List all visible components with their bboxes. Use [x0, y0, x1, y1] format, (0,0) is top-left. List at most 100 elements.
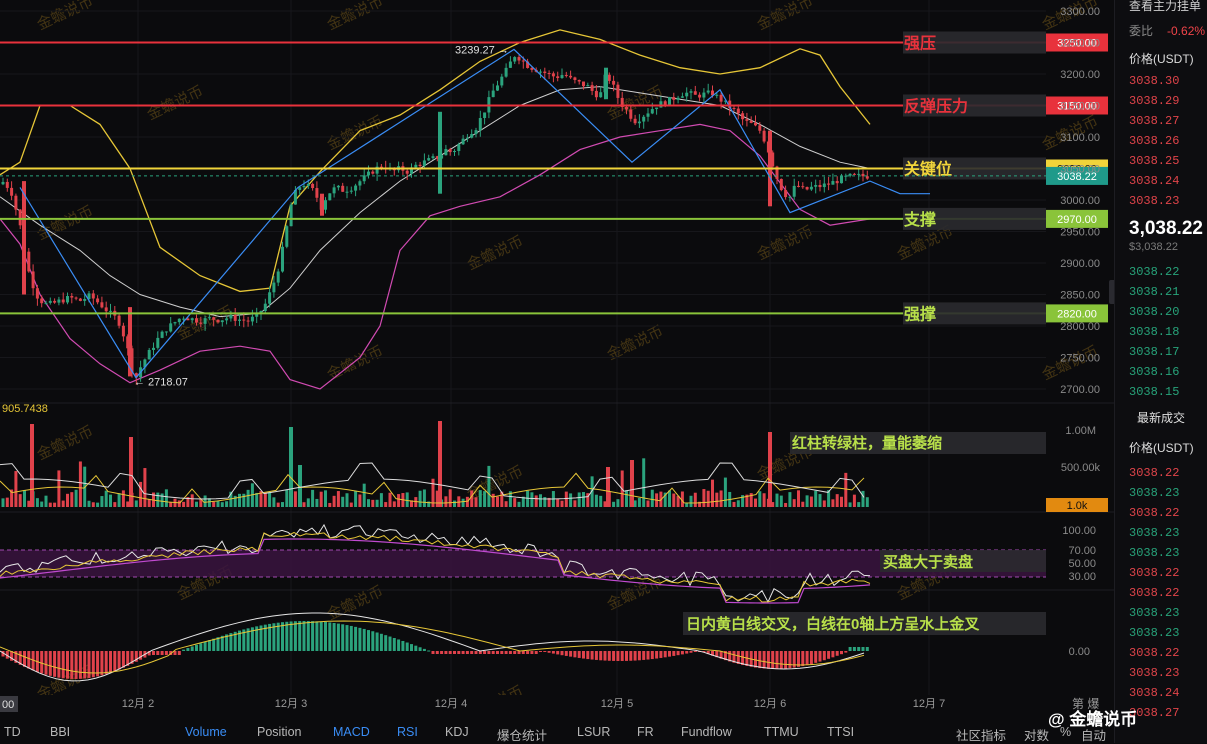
volume-bar	[809, 496, 813, 507]
bid-price[interactable]: 3038.17	[1129, 345, 1180, 359]
volume-bar	[139, 481, 143, 507]
brand-watermark: @ 金蟾说币	[1048, 710, 1138, 729]
ask-price[interactable]: 3038.26	[1129, 134, 1180, 148]
candle-up	[332, 187, 336, 194]
macd-bar	[164, 651, 168, 655]
candle-down	[371, 171, 375, 174]
bid-price[interactable]: 3038.16	[1129, 365, 1180, 379]
macd-bar	[238, 630, 241, 651]
bid-price[interactable]: 3038.20	[1129, 305, 1180, 319]
candle-up	[508, 61, 512, 68]
candle-up	[491, 90, 495, 98]
volume-readout: 905.7438	[2, 403, 48, 415]
macd-bar	[797, 651, 800, 667]
ask-price[interactable]: 3038.23	[1129, 194, 1180, 208]
tab-td[interactable]: TD	[4, 725, 21, 739]
tab-bbi[interactable]: BBI	[50, 725, 71, 739]
volume-bar	[706, 490, 710, 507]
tab-对数[interactable]: 对数	[1024, 729, 1050, 743]
level-tag: 3250.00	[1057, 38, 1097, 50]
level-tag: 3150.00	[1057, 101, 1097, 113]
tab-position[interactable]: Position	[257, 725, 302, 739]
macd-bar	[827, 651, 831, 659]
bid-price[interactable]: 3038.15	[1129, 385, 1180, 399]
macd-bar	[70, 651, 74, 679]
macd-dea-line	[0, 620, 865, 674]
candle-up	[66, 296, 69, 303]
candle-down	[762, 130, 766, 142]
volume-bar	[637, 497, 641, 507]
candle-up	[814, 184, 818, 187]
candle-up	[328, 193, 332, 201]
macd-bar	[766, 651, 770, 669]
axis-scroll-handle[interactable]	[1109, 280, 1117, 304]
volume-bar	[762, 493, 766, 507]
ask-price[interactable]: 3038.24	[1129, 174, 1180, 188]
macd-bar	[246, 628, 250, 651]
ask-price[interactable]: 3038.27	[1129, 114, 1180, 128]
tab-lsur[interactable]: LSUR	[577, 725, 611, 739]
level-tag-bg	[1046, 209, 1108, 228]
bid-price[interactable]: 3038.22	[1129, 265, 1180, 279]
macd-bar	[852, 647, 856, 651]
candle-up	[160, 331, 164, 338]
order-book-sidebar: 查看主力挂单 委比 -0.62% 价格(USDT) 3038.30 3038.29 3…	[1114, 0, 1207, 743]
tab-自动[interactable]: 自动	[1081, 729, 1107, 743]
order-book-title[interactable]: 查看主力挂单	[1129, 0, 1202, 13]
volume-bar	[70, 492, 74, 507]
macd-bar	[689, 651, 693, 653]
ask-price[interactable]: 3038.29	[1129, 94, 1180, 108]
macd-bar	[332, 622, 336, 651]
tab-fr[interactable]: FR	[637, 725, 654, 739]
candle-up	[422, 160, 426, 166]
tab-macd[interactable]: MACD	[333, 725, 370, 739]
macd-bar	[487, 651, 491, 654]
macd-bar	[771, 651, 775, 669]
bid-price[interactable]: 3038.21	[1129, 285, 1180, 299]
candle-up	[414, 164, 418, 168]
candle-down	[625, 107, 628, 110]
bid-price[interactable]: 3038.18	[1129, 325, 1180, 339]
macd-bar	[534, 651, 538, 654]
volume-bar	[233, 495, 237, 507]
candle-spike	[604, 67, 608, 100]
ask-price[interactable]: 3038.25	[1129, 154, 1180, 168]
candle-up	[289, 204, 293, 227]
tab-ttmu[interactable]: TTMU	[764, 725, 799, 739]
macd-bar	[23, 651, 26, 667]
macd-bar	[27, 651, 31, 669]
macd-bar	[564, 651, 568, 656]
tab-%[interactable]: %	[1060, 725, 1072, 739]
tab-爆仓统计[interactable]: 爆仓统计	[497, 729, 548, 743]
macd-bar	[655, 651, 659, 659]
tab-ttsi[interactable]: TTSI	[827, 725, 855, 739]
macd-bar	[44, 651, 48, 675]
watermark-text: 金蟾说币	[755, 0, 817, 34]
level-label-bg	[903, 207, 1046, 230]
ask-price[interactable]: 3038.30	[1129, 74, 1180, 88]
macd-bar	[250, 627, 254, 651]
macd-bar	[100, 651, 104, 676]
candle-up	[513, 57, 517, 62]
candle-down	[607, 74, 611, 81]
candle-down	[435, 156, 439, 159]
candle-down	[341, 185, 345, 192]
macd-bar	[672, 651, 676, 656]
volume-bar	[453, 500, 456, 507]
macd-bar	[147, 651, 151, 656]
tab-社区指标[interactable]: 社区指标	[956, 729, 1007, 743]
volume-bar	[268, 492, 272, 507]
tab-fundflow[interactable]: Fundflow	[681, 725, 732, 739]
volume-bar	[711, 479, 714, 507]
price-tick-label: 3300.00	[1060, 6, 1100, 18]
candle-down	[100, 302, 104, 308]
volume-bar	[354, 490, 358, 507]
tab-rsi[interactable]: RSI	[397, 725, 418, 739]
macd-bar	[526, 651, 530, 654]
volume-ma-slow	[0, 462, 865, 500]
volume-bar	[40, 501, 44, 507]
tab-kdj[interactable]: KDJ	[445, 725, 469, 739]
tab-volume[interactable]: Volume	[185, 725, 227, 739]
volume-bar	[818, 494, 822, 507]
